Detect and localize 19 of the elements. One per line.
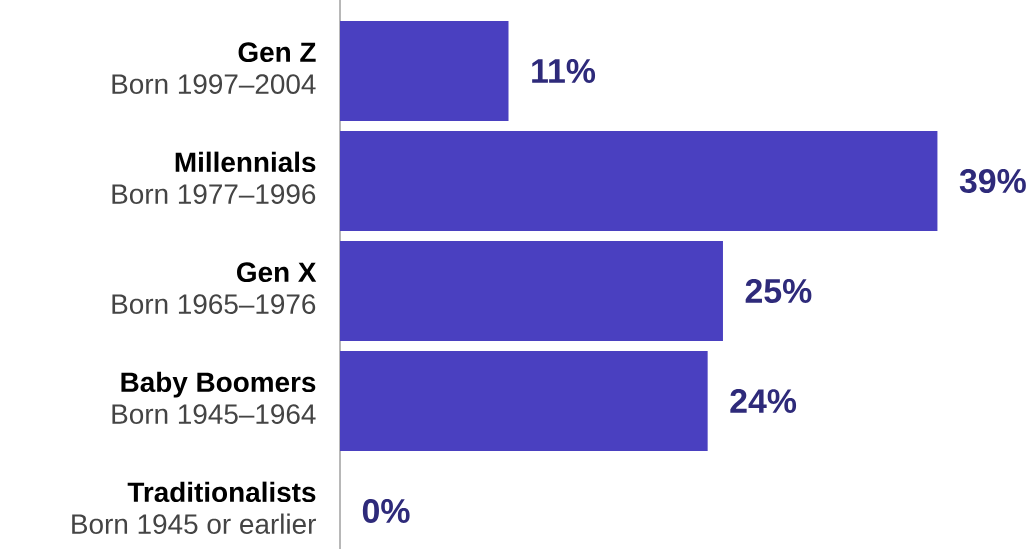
data-label: 24% [730, 389, 797, 413]
y-tick-label: Gen X [237, 262, 317, 283]
data-label: 25% [745, 279, 812, 303]
bar [340, 240, 723, 342]
y-tick-label: Baby Boomers [121, 371, 316, 398]
text: Born 1945–1964 [112, 404, 316, 424]
text: Born 1945 or earlier [72, 513, 316, 534]
data-label: 39% [959, 168, 1026, 194]
y-tick-label: Gen Z [238, 42, 316, 63]
data-label: 11% [532, 59, 596, 83]
bar [340, 350, 708, 452]
y-tick-label: Millennials [175, 151, 316, 173]
data-label: 0% [362, 499, 410, 523]
bar [340, 20, 509, 122]
text: Born 1977–1996 [112, 184, 316, 204]
y-tick-label: Traditionalists [127, 481, 316, 503]
text: Born 1997–2004 [112, 74, 316, 94]
bar [340, 130, 938, 232]
text: Born 1965–1976 [112, 294, 316, 314]
